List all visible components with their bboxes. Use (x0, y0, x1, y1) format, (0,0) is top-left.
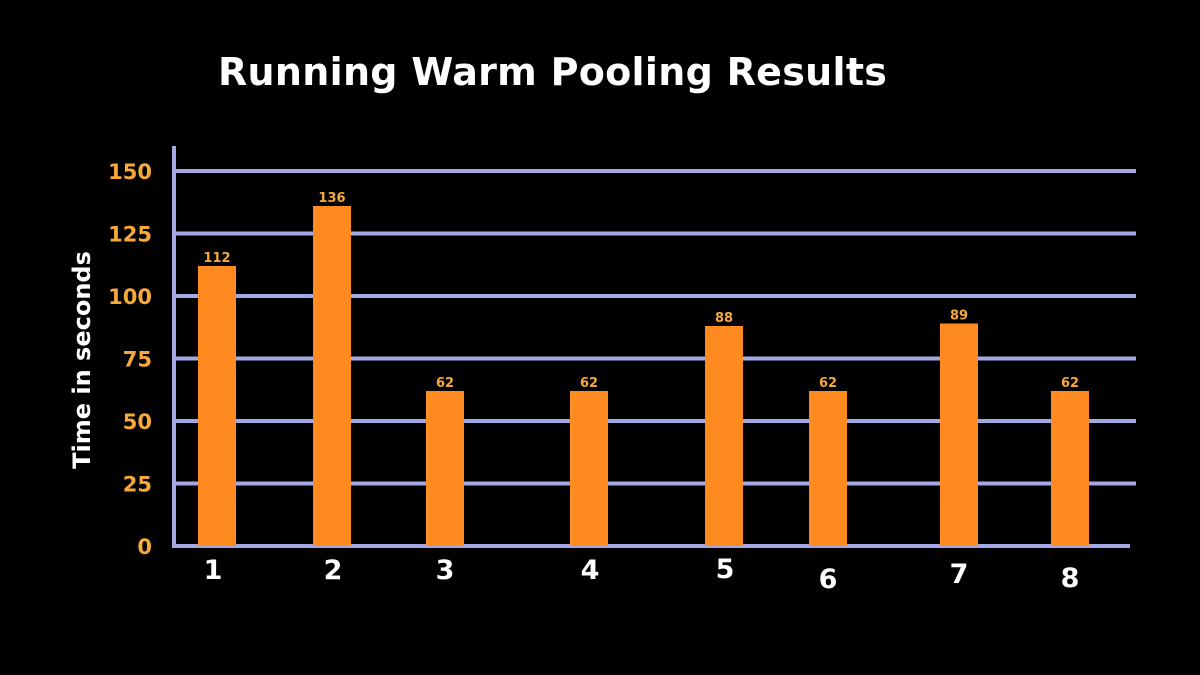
data-label-2: 136 (318, 191, 345, 206)
data-label-4: 62 (580, 376, 598, 391)
data-label-8: 62 (1061, 376, 1079, 391)
data-label-6: 62 (819, 376, 837, 391)
y-tick-label-125: 125 (108, 223, 152, 247)
data-label-3: 62 (436, 376, 454, 391)
y-tick-label-100: 100 (108, 285, 152, 309)
x-tick-label-3: 3 (436, 555, 455, 586)
data-labels: 112 136 62 62 88 62 89 62 (203, 191, 1079, 391)
bar-6 (809, 391, 847, 546)
data-label-5: 88 (715, 311, 733, 326)
bar-7 (940, 323, 978, 546)
bar-8 (1051, 391, 1089, 546)
bar-5 (705, 326, 743, 546)
bar-4 (570, 391, 608, 546)
x-tick-label-8: 8 (1061, 563, 1080, 594)
chart-title: Running Warm Pooling Results (218, 50, 888, 94)
x-tick-labels: 1 2 3 4 5 6 7 8 (204, 554, 1080, 595)
bar-3 (426, 391, 464, 546)
x-tick-label-6: 6 (819, 564, 838, 595)
x-tick-label-4: 4 (581, 555, 600, 586)
x-tick-label-7: 7 (950, 559, 969, 590)
y-tick-label-75: 75 (123, 348, 152, 372)
bars (198, 206, 1089, 546)
bar-1 (198, 266, 236, 546)
data-label-7: 89 (950, 309, 968, 324)
x-tick-label-1: 1 (204, 555, 223, 586)
data-label-1: 112 (203, 251, 230, 266)
x-tick-label-5: 5 (716, 554, 735, 585)
y-tick-label-0: 0 (137, 535, 152, 559)
bar-2 (313, 206, 351, 546)
y-tick-label-150: 150 (108, 160, 152, 184)
x-tick-label-2: 2 (324, 555, 343, 586)
y-tick-labels: 0 25 50 75 100 125 150 (108, 160, 152, 559)
y-tick-label-25: 25 (123, 473, 152, 497)
y-tick-label-50: 50 (123, 410, 152, 434)
